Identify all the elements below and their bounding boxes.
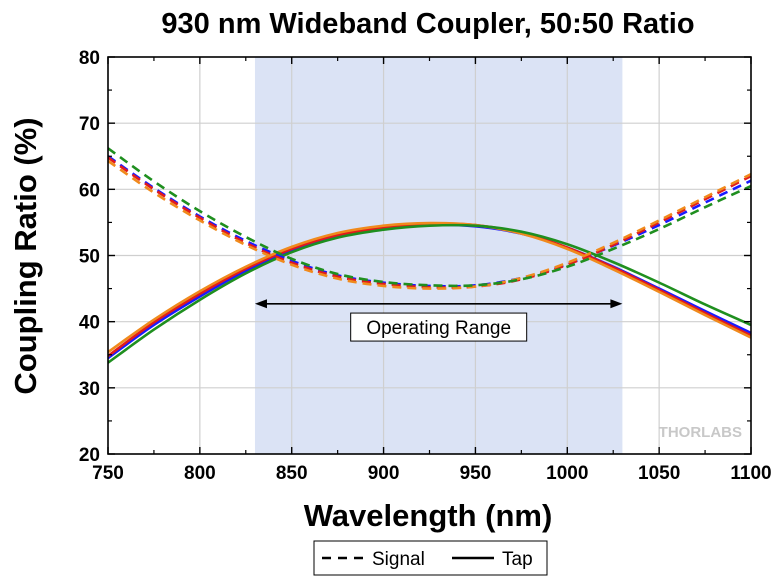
x-tick-label: 1050 [638, 463, 680, 484]
x-tick-label: 950 [460, 463, 492, 484]
series-line-dashed-3 [108, 156, 751, 289]
y-tick-label: 40 [79, 313, 100, 334]
chart-title: 930 nm Wideband Coupler, 50:50 Ratio [161, 8, 694, 40]
operating-range-label: Operating Range [366, 318, 511, 339]
series-line-dashed-5 [108, 147, 751, 288]
series-group [108, 147, 751, 364]
x-tick-label: 1000 [546, 463, 588, 484]
legend-signal-label: Signal [372, 549, 425, 570]
legend-tap-label: Tap [502, 549, 533, 570]
legend: Signal Tap [313, 540, 548, 576]
series-line-solid-4 [108, 223, 751, 364]
x-tick-label: 850 [276, 463, 308, 484]
series-line-solid-6 [108, 221, 751, 354]
x-tick-label: 900 [368, 463, 400, 484]
y-tick-label: 80 [79, 48, 100, 69]
y-axis-title: Coupling Ratio (%) [8, 117, 43, 394]
operating-range-arrowhead-right [610, 299, 623, 309]
plot-area: Operating Range THORLABS 750 800 850 900 950 10… [79, 48, 772, 484]
y-tick-label: 70 [79, 114, 100, 135]
operating-range-arrowhead-left [254, 299, 267, 309]
y-tick-label: 50 [79, 247, 100, 268]
watermark-logo: THORLABS [659, 424, 742, 441]
x-tick-label: 800 [184, 463, 216, 484]
x-tick-label: 750 [92, 463, 124, 484]
x-axis-title: Wavelength (nm) [304, 498, 553, 533]
x-tick-label: 1100 [730, 463, 771, 484]
y-tick-label: 30 [79, 379, 100, 400]
series-line-dashed-7 [108, 159, 751, 290]
y-tick-label: 20 [79, 445, 100, 466]
legend-box [313, 540, 548, 576]
operating-range-label-box [350, 312, 528, 342]
y-tick-label: 60 [79, 180, 100, 201]
